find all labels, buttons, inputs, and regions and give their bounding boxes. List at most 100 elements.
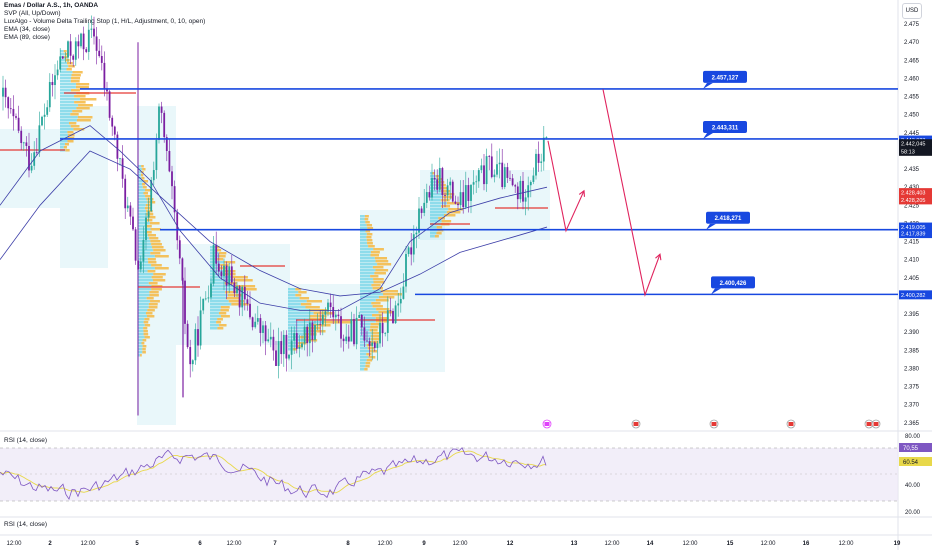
volume-down-bar	[216, 249, 222, 252]
rsi-label-2[interactable]: RSI (14, close)	[4, 521, 47, 528]
indicator-ema-89[interactable]: EMA (89, close)	[4, 34, 50, 41]
candle-body	[464, 185, 467, 208]
volume-up-bar	[138, 303, 149, 306]
volume-down-bar	[217, 327, 224, 330]
volume-up-bar	[60, 83, 77, 86]
time-tick-label: 9	[422, 541, 426, 547]
candle-body	[545, 137, 548, 138]
candle-body	[433, 177, 436, 180]
volume-up-bar	[210, 246, 216, 249]
volume-down-bar	[218, 312, 227, 315]
candle-body	[457, 203, 459, 206]
volume-up-bar	[138, 324, 145, 327]
volume-down-bar	[366, 236, 372, 239]
volume-down-bar	[364, 368, 368, 371]
level-callout-tail	[711, 288, 721, 295]
volume-down-bar	[71, 74, 81, 77]
symbol-title[interactable]: Emas / Dollar A.S., 1h, OANDA	[4, 2, 99, 9]
rsi-label[interactable]: RSI (14, close)	[4, 437, 47, 444]
volume-down-bar	[432, 172, 435, 175]
volume-up-bar	[360, 284, 372, 287]
volume-down-bar	[372, 305, 383, 308]
volume-down-bar	[441, 220, 452, 223]
candle-body	[462, 192, 465, 208]
volume-up-bar	[138, 210, 147, 213]
volume-down-bar	[80, 98, 97, 101]
currency-button[interactable]: USD	[902, 3, 922, 19]
price-axis-badge	[899, 146, 932, 156]
candle-body	[249, 303, 251, 318]
time-tick-label: 12:00	[377, 541, 393, 547]
volume-up-bar	[360, 356, 369, 359]
volume-up-bar	[138, 219, 146, 222]
volume-down-bar	[372, 314, 382, 317]
volume-down-bar	[77, 116, 93, 119]
candle-body	[329, 302, 332, 308]
volume-down-bar	[367, 242, 373, 245]
candle-body	[145, 217, 147, 240]
candle-body	[124, 178, 127, 209]
volume-down-bar	[141, 342, 145, 345]
volume-up-bar	[60, 110, 73, 113]
candle-body	[288, 354, 290, 359]
volume-up-bar	[138, 174, 141, 177]
candle-body	[171, 171, 173, 187]
volume-up-bar	[210, 294, 228, 297]
candle-body	[77, 41, 80, 47]
volume-down-bar	[147, 309, 155, 312]
chart-info-panel: Emas / Dollar A.S., 1h, OANDA SVP (All, …	[4, 2, 205, 42]
volume-up-bar	[60, 68, 67, 71]
volume-down-bar	[295, 294, 302, 297]
candle-body	[386, 310, 389, 333]
volume-down-bar	[147, 315, 155, 318]
volume-up-bar	[430, 190, 442, 193]
candle-body	[475, 181, 478, 183]
candle-body	[483, 165, 485, 185]
indicator-ema-34[interactable]: EMA (34, close)	[4, 26, 50, 33]
volume-up-bar	[360, 338, 371, 341]
volume-up-bar	[138, 261, 149, 264]
volume-down-bar	[143, 180, 149, 183]
volume-down-bar	[147, 270, 156, 273]
volume-down-bar	[140, 354, 142, 357]
volume-down-bar	[376, 308, 390, 311]
candle-body	[103, 62, 106, 89]
candle-body	[113, 126, 116, 135]
indicator-luxalgo[interactable]: LuxAlgo - Volume Delta Trailing Stop (1,…	[4, 18, 206, 25]
ema-34-line	[0, 125, 548, 311]
volume-down-bar	[224, 282, 237, 285]
candle-body	[202, 298, 205, 311]
volume-up-bar	[288, 348, 293, 351]
volume-up-bar	[60, 113, 71, 116]
volume-up-bar	[138, 285, 152, 288]
volume-down-bar	[144, 207, 151, 210]
candle-body	[163, 112, 166, 138]
volume-up-bar	[360, 335, 372, 338]
candle-body	[160, 106, 163, 113]
volume-down-bar	[146, 198, 154, 201]
candle-body	[412, 234, 415, 255]
time-tick-label: 12:00	[226, 541, 242, 547]
candle-body	[184, 280, 186, 324]
candle-body	[264, 325, 267, 342]
projection-arrow-1-head	[578, 189, 586, 197]
volume-down-bar	[313, 312, 335, 315]
candle-body	[155, 139, 158, 171]
price-tick-label: 2.460	[904, 76, 920, 82]
volume-down-bar	[142, 183, 146, 186]
volume-down-bar	[370, 251, 380, 254]
volume-up-bar	[210, 321, 217, 324]
volume-up-bar	[430, 175, 436, 178]
candle-body	[165, 137, 168, 152]
candle-body	[142, 239, 145, 262]
volume-down-bar	[366, 239, 373, 242]
projection-arrow-1	[547, 140, 585, 233]
indicator-svp[interactable]: SVP (All, Up/Down)	[4, 10, 61, 17]
candle-body	[197, 329, 199, 346]
candle-body	[121, 158, 124, 179]
price-tick-label: 2.405	[904, 276, 920, 282]
candle-body	[522, 180, 524, 202]
candle-body	[7, 97, 10, 109]
candle-body	[449, 181, 452, 186]
